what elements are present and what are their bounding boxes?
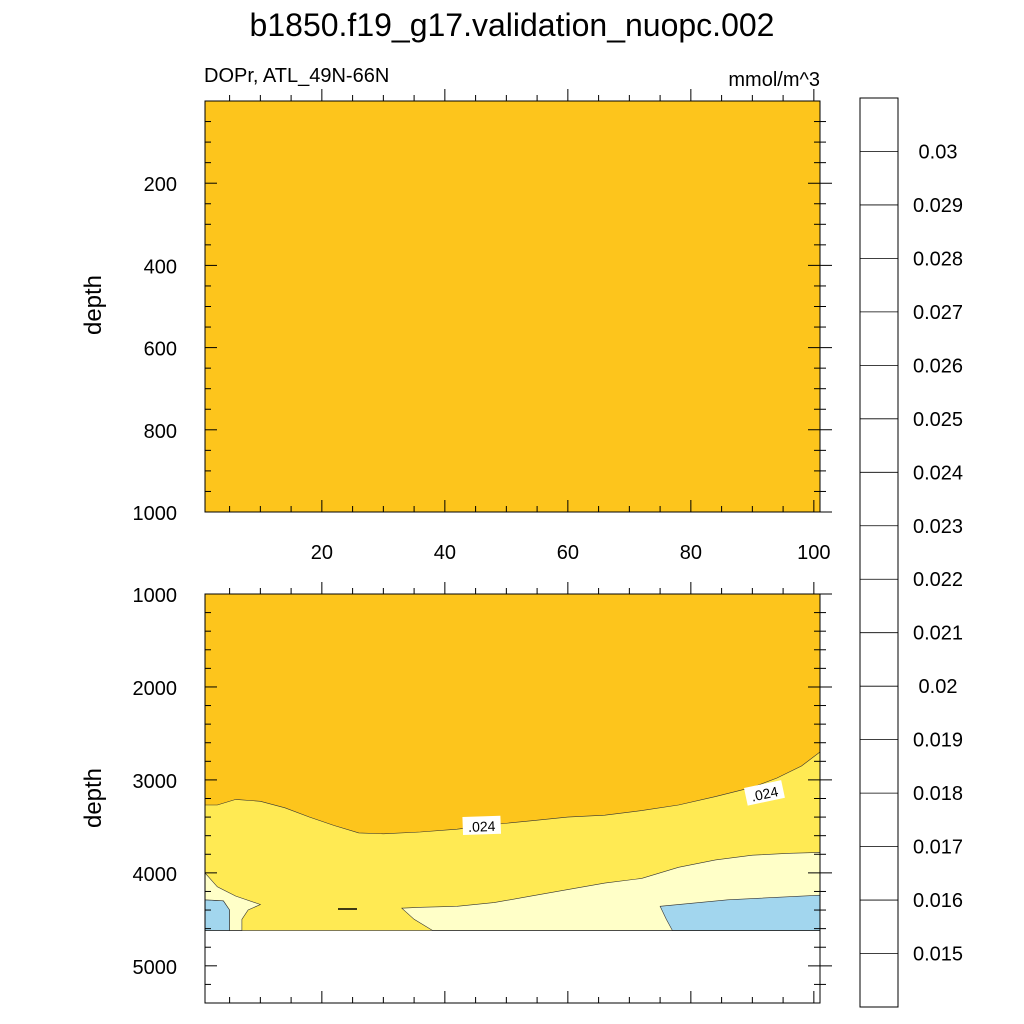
- upper-x-tick-label-1: 40: [434, 542, 456, 564]
- colorbar: 0.03 0.029 0.028 0.027 0.026 0.025 0.024 0.023 0…: [859, 97, 963, 1008]
- colorbar-label-2: 0.028: [913, 248, 963, 270]
- region-0.022-0.023-4: [204, 872, 262, 931]
- contour-label-bg: [462, 815, 502, 836]
- contour-label-text: .024: [750, 783, 780, 804]
- lower-contour-regions: [204, 593, 821, 931]
- lower-y-tick-label-3: 4000: [133, 864, 178, 886]
- colorbar-label-8: 0.022: [913, 569, 963, 591]
- upper-y-tick-label-4: 1000: [133, 503, 178, 525]
- colorbar-label-11: 0.019: [913, 730, 963, 752]
- upper-y-tick-label-3: 800: [144, 421, 177, 443]
- upper-y-tick-label-1: 400: [144, 256, 177, 278]
- lower-y-tick-label-1: 2000: [133, 678, 178, 700]
- units-label: mmol/m^3: [728, 69, 820, 91]
- contour-label-text: .024: [468, 818, 496, 835]
- contour-label-1: .024: [743, 780, 785, 806]
- upper-y-tick-label-2: 600: [144, 339, 177, 361]
- colorbar-label-3: 0.027: [913, 302, 963, 324]
- lower-y-tick-label-4: 5000: [133, 957, 178, 979]
- contour-label-bg: [743, 780, 785, 806]
- lower-y-tick-label-2: 3000: [133, 771, 178, 793]
- lower-y-ticks: 1000 2000 3000 4000 5000: [133, 585, 832, 985]
- chart-title: b1850.f19_g17.validation_nuopc.002: [250, 7, 775, 43]
- upper-frame: [204, 100, 821, 513]
- upper-y-axis-label: depth: [80, 275, 107, 335]
- colorbar-label-12: 0.018: [913, 783, 963, 805]
- upper-x-ticks: 20 40 60 80 100: [229, 89, 831, 564]
- colorbar-label-5: 0.025: [913, 409, 963, 431]
- lower-panel: .024 .024 depth 1000 2000 3000 4000 5000: [80, 582, 832, 1004]
- colorbar-label-4: 0.026: [913, 355, 963, 377]
- upper-fill-region: [205, 101, 820, 512]
- colorbar-frame: [859, 97, 899, 1008]
- upper-left-label: DOPr, ATL_49N-66N: [204, 65, 389, 87]
- lower-y-tick-label-0: 1000: [133, 585, 178, 607]
- colorbar-label-0: 0.03: [919, 141, 958, 163]
- lower-frame: [204, 593, 821, 1004]
- colorbar-label-1: 0.029: [913, 195, 963, 217]
- colorbar-label-14: 0.016: [913, 890, 963, 912]
- colorbar-label-7: 0.023: [913, 516, 963, 538]
- colorbar-label-9: 0.021: [913, 623, 963, 645]
- colorbar-label-13: 0.017: [913, 837, 963, 859]
- upper-x-tick-label-3: 80: [680, 542, 702, 564]
- upper-x-tick-label-4: 100: [797, 542, 830, 564]
- colorbar-label-10: 0.02: [919, 676, 958, 698]
- upper-x-tick-label-0: 20: [311, 542, 333, 564]
- contour-label-0: .024: [462, 815, 502, 836]
- lower-y-axis-label: depth: [80, 768, 107, 828]
- colorbar-label-15: 0.015: [913, 944, 963, 966]
- upper-y-tick-label-0: 200: [144, 174, 177, 196]
- colorbar-label-6: 0.024: [913, 462, 963, 484]
- contour-labels: .024 .024: [462, 780, 785, 836]
- lower-x-ticks: [229, 582, 815, 1003]
- upper-x-tick-label-2: 60: [557, 542, 579, 564]
- upper-panel: DOPr, ATL_49N-66N mmol/m^3 depth 200 400 6…: [80, 65, 832, 564]
